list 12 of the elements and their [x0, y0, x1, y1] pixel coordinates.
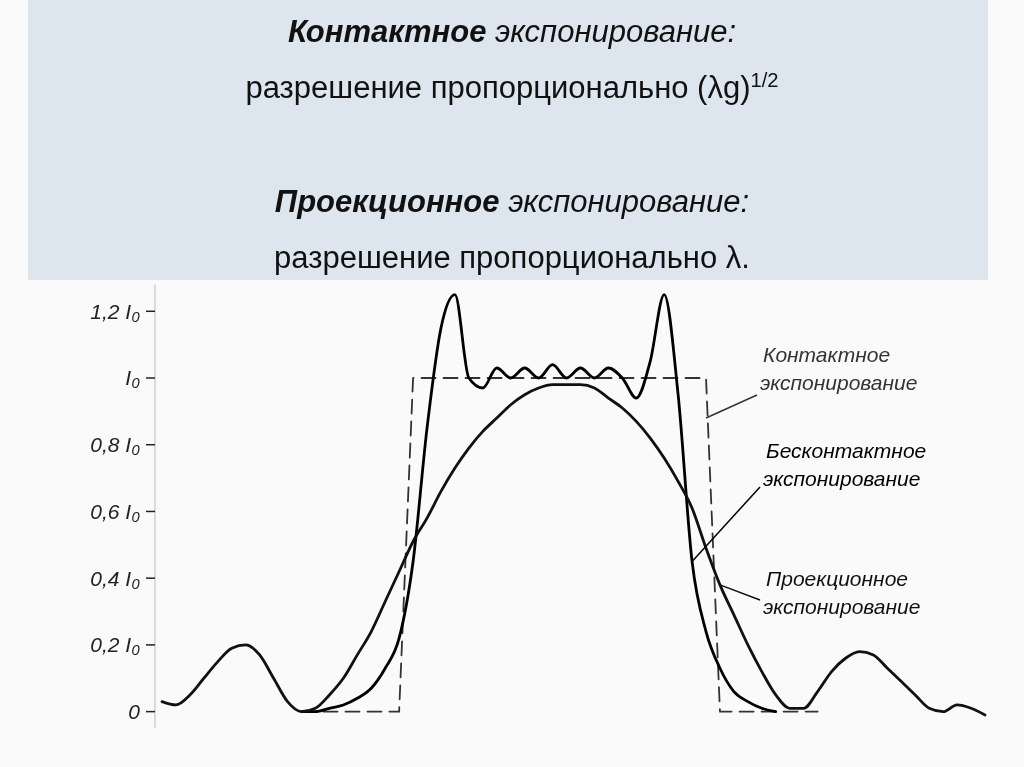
y-tick-label: 0,8 I₀	[90, 433, 141, 457]
y-tick-label: 0	[128, 699, 141, 723]
chart-title: Контактное экспонирование: разрешение пропорционально (λg)$^{1/2}$	[245, 14, 779, 105]
y-tick-label: 0,4 I₀	[90, 566, 141, 590]
text: Контактное экспонирование	[760, 343, 918, 394]
y-tick-label: 0,2 I₀	[90, 633, 141, 657]
legend-label: Проекционное экспонирование	[763, 567, 921, 618]
y-tick-label: I₀	[125, 366, 141, 390]
y-tick-label: 0,6 I₀	[90, 499, 141, 523]
text: Бесконтактное экспонирование	[763, 439, 927, 490]
chart-subtitle: Проекционное экспонирование: разрешение пропорционально λ.	[274, 184, 750, 275]
y-tick-label: 1,2 I₀	[90, 299, 141, 323]
